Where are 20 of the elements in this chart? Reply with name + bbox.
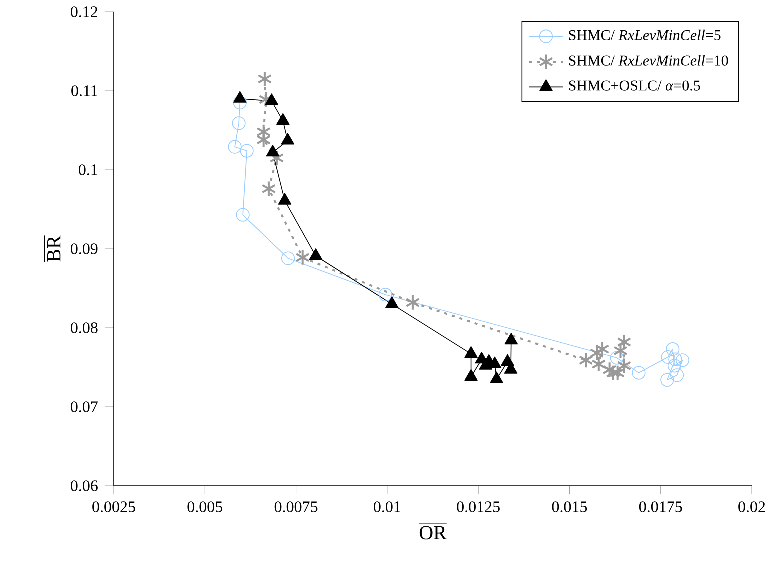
y-tick-label: 0.09	[70, 244, 98, 254]
y-tick-label: 0.1	[78, 164, 98, 176]
x-tick-label: 0.0125	[457, 502, 500, 512]
x-tick-label: 0.015	[552, 502, 588, 512]
y-tick-label: 0.07	[70, 402, 98, 412]
x-tick-label: 0.0075	[274, 502, 318, 512]
x-axis-title: $\overline{\mathrm{OR}}$	[419, 523, 447, 540]
y-tick-label: 0.08	[70, 322, 98, 334]
legend-label: SHMC/ RxLevMinCell=10	[569, 55, 728, 66]
x-tick-label: 0.02	[738, 502, 766, 512]
y-axis-title: $\overline{\mathrm{BR}}$	[44, 236, 61, 262]
legend-label: SHMC/ RxLevMinCell=5	[569, 30, 721, 40]
y-tick-label: 0.06	[70, 480, 98, 492]
x-tick-label: 0.01	[374, 502, 400, 512]
legend-label: SHMC+OSLC/ α=0.5	[569, 80, 700, 91]
x-tick-label: 0.005	[188, 502, 223, 512]
y-tick-label: 0.11	[72, 86, 98, 96]
y-tick-label: 0.12	[70, 6, 98, 18]
x-tick-label: 0.0025	[92, 502, 136, 512]
x-tick-label: 0.0175	[639, 502, 682, 512]
